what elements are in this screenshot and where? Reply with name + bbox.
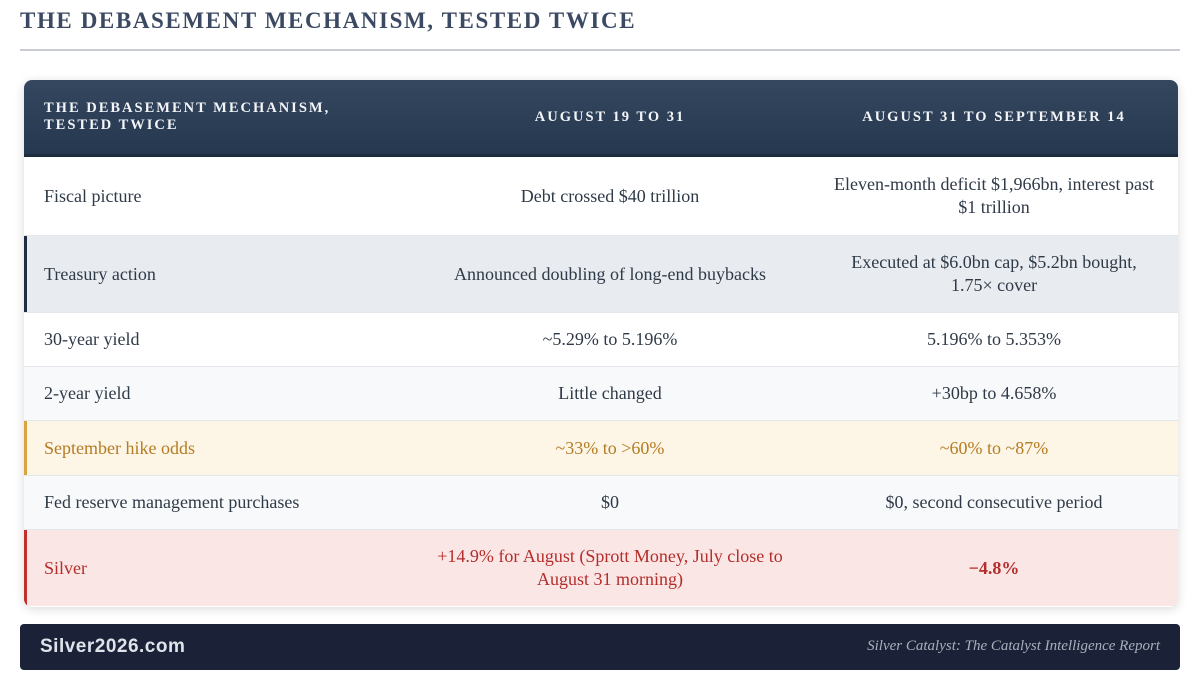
table-cell: Announced doubling of long-end buybacks — [410, 235, 810, 313]
table-row: Fiscal picture Debt crossed $40 trillion E… — [24, 155, 1178, 236]
table-cell: Fiscal picture — [24, 155, 410, 236]
table-cell: ~33% to >60% — [410, 420, 810, 476]
table-cell: −4.8% — [810, 529, 1178, 606]
footer: Silver2026.com Silver Catalyst: The Cata… — [20, 624, 1180, 670]
title-rule — [20, 49, 1180, 51]
table-cell: Eleven-month deficit $1,966bn, interest … — [810, 155, 1178, 236]
table-cell: Little changed — [410, 366, 810, 421]
table-cell: 30-year yield — [24, 312, 410, 367]
table-cell: +30bp to 4.658% — [810, 366, 1178, 421]
table-cell: Fed reserve management purchases — [24, 475, 410, 530]
header-cell: THE DEBASEMENT MECHANISM, TESTED TWICE — [24, 80, 410, 157]
table-cell: Executed at $6.0bn cap, $5.2bn bought, 1… — [810, 235, 1178, 313]
table-cell: 2-year yield — [24, 366, 410, 421]
table-row: 30-year yield ~5.29% to 5.196% 5.196% to 5… — [24, 312, 1178, 367]
table-cell: $0 — [410, 475, 810, 530]
table-row: Fed reserve management purchases $0 $0, se… — [24, 475, 1178, 530]
table-cell: 5.196% to 5.353% — [810, 312, 1178, 367]
table-row: September hike odds ~33% to >60% ~60% to ~… — [24, 420, 1178, 476]
footer-brand: Silver2026.com — [40, 636, 186, 657]
table-cell: Treasury action — [24, 235, 410, 313]
table-cell: +14.9% for August (Sprott Money, July cl… — [410, 529, 810, 606]
table-row: 2-year yield Little changed +30bp to 4.658… — [24, 366, 1178, 421]
table-cell: ~5.29% to 5.196% — [410, 312, 810, 367]
table-row: Treasury action Announced doubling of lon… — [24, 235, 1178, 313]
table-cell: Debt crossed $40 trillion — [410, 155, 810, 236]
table: THE DEBASEMENT MECHANISM, TESTED TWICE A… — [24, 80, 1178, 606]
table-card: THE DEBASEMENT MECHANISM, TESTED TWICE A… — [24, 80, 1178, 607]
header-cell: AUGUST 31 TO SEPTEMBER 14 — [810, 80, 1178, 157]
footer-tagline: Silver Catalyst: The Catalyst Intelligen… — [867, 638, 1160, 654]
header-row: THE DEBASEMENT MECHANISM, TESTED TWICE A… — [24, 80, 1178, 157]
table-cell: Silver — [24, 529, 410, 606]
table-row: Silver +14.9% for August (Sprott Money, J… — [24, 529, 1178, 606]
page-title: THE DEBASEMENT MECHANISM, TESTED TWICE — [20, 8, 637, 33]
table-cell: ~60% to ~87% — [810, 420, 1178, 476]
table-cell: $0, second consecutive period — [810, 475, 1178, 530]
table-cell: September hike odds — [24, 420, 410, 476]
header-cell: AUGUST 19 TO 31 — [410, 80, 810, 157]
